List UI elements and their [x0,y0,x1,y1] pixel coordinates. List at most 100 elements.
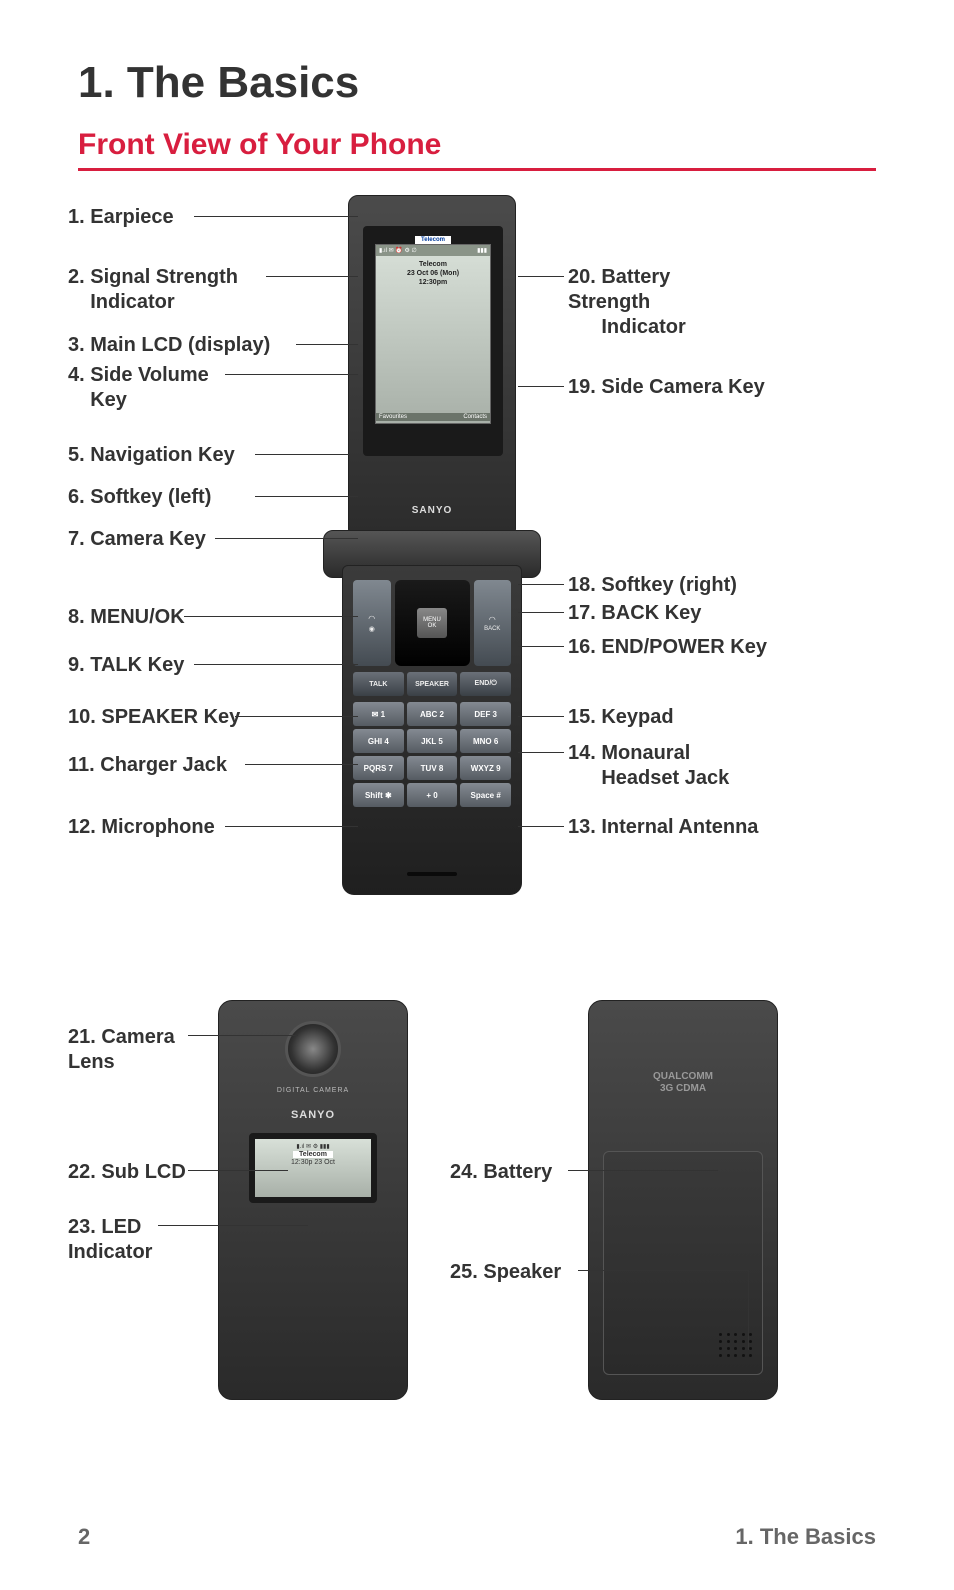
callout-9: 9. TALK Key [68,653,184,678]
callout-22: 22. Sub LCD [68,1160,186,1185]
softkey-left-label: Favourites [379,414,407,420]
key-5: MNO 6 [460,729,511,753]
leader-19 [518,386,564,387]
carrier-badge: Telecom [415,236,451,244]
phone-top-flip: Telecom ▮.ıl ✉ ⏰ ⚙ ∅ ▮▮▮ Telecom 23 Oct … [348,195,516,535]
leader-18 [518,584,564,585]
brand-logo: SANYO [349,505,515,516]
main-lcd: ▮.ıl ✉ ⏰ ⚙ ∅ ▮▮▮ Telecom 23 Oct 06 (Mon)… [375,244,491,424]
key-7: TUV 8 [407,756,458,780]
callout-24: 24. Battery [450,1160,552,1185]
screen-date: 23 Oct 06 (Mon) [376,269,490,278]
callout-14: 14. Monaural Headset Jack [568,741,748,791]
phone-bottom: ◠◉ MENUOK ◠BACK TALK SPEAKER END/⏻ ✉ 1AB… [342,565,522,895]
footer-section: 1. The Basics [735,1524,876,1550]
front-view-diagram: Telecom ▮.ıl ✉ ⏰ ⚙ ∅ ▮▮▮ Telecom 23 Oct … [78,185,876,965]
callout-15: 15. Keypad [568,705,674,730]
key-9: Shift ✱ [353,783,404,807]
leader-24 [568,1170,718,1171]
leader-25 [578,1270,748,1271]
end-key: END/⏻ [460,672,511,696]
softkey-right-label: Contacts [463,414,487,420]
talk-key: TALK [353,672,404,696]
callout-4: 4. Side Volume Key [68,363,248,413]
leader-17 [518,612,564,613]
status-right: ▮▮▮ [477,247,487,254]
leader-22 [188,1170,288,1171]
page-title: 1. The Basics [78,58,359,108]
leader-23 [158,1225,308,1226]
digital-camera-label: DIGITAL CAMERA [219,1087,407,1094]
callout-11: 11. Charger Jack [68,753,227,778]
footer-page-number: 2 [78,1524,90,1550]
leader-13 [518,826,564,827]
sub-time: 12:30p 23 Oct [255,1159,371,1166]
leader-8 [184,616,358,617]
carrier-name: Telecom [376,260,490,269]
back-key-label: BACK [484,626,500,632]
sub-status: ▮.ıl ✉ ⚙ ▮▮▮ [255,1143,371,1150]
callout-6: 6. Softkey (left) [68,485,211,510]
sub-carrier: Telecom [293,1151,333,1158]
callout-18: 18. Softkey (right) [568,573,737,598]
callout-13: 13. Internal Antenna [568,815,758,840]
leader-15 [518,716,564,717]
status-left: ▮.ıl ✉ ⏰ ⚙ ∅ [379,247,417,254]
speaker-holes [719,1333,755,1359]
callout-20: 20. Battery Strength Indicator [568,265,748,340]
leader-16 [518,646,564,647]
key-1: ABC 2 [407,702,458,726]
leader-11 [245,764,358,765]
leader-5 [255,454,358,455]
microphone-slot [407,872,457,876]
sub-lcd: ▮.ıl ✉ ⚙ ▮▮▮ Telecom 12:30p 23 Oct [249,1133,377,1203]
callout-19: 19. Side Camera Key [568,375,765,400]
speaker-key: SPEAKER [407,672,458,696]
leader-20 [518,276,564,277]
status-bar: ▮.ıl ✉ ⏰ ⚙ ∅ ▮▮▮ [376,245,490,256]
key-6: PQRS 7 [353,756,404,780]
key-2: DEF 3 [460,702,511,726]
leader-6 [255,496,358,497]
nav-pad: MENUOK [395,580,470,666]
callout-3: 3. Main LCD (display) [68,333,270,358]
leader-1 [194,216,358,217]
leader-3 [296,344,358,345]
leader-7 [215,538,358,539]
qualcomm-label: QUALCOMM 3G CDMA [589,1071,777,1095]
lower-diagrams: DIGITAL CAMERA SANYO ▮.ıl ✉ ⚙ ▮▮▮ Teleco… [78,1000,876,1480]
leader-14 [518,752,564,753]
key-11: Space # [460,783,511,807]
callout-21: 21. CameraLens [68,1025,248,1075]
leader-9 [194,664,358,665]
leader-2 [266,276,358,277]
phone-back: QUALCOMM 3G CDMA [588,1000,778,1400]
softkey-labels: Favourites Contacts [376,413,490,421]
callout-25: 25. Speaker [450,1260,561,1285]
leader-12 [225,826,358,827]
camera-lens [285,1021,341,1077]
key-10: + 0 [407,783,458,807]
callout-12: 12. Microphone [68,815,215,840]
phone-open: Telecom ▮.ıl ✉ ⏰ ⚙ ∅ ▮▮▮ Telecom 23 Oct … [323,195,541,915]
closed-brand: SANYO [219,1109,407,1121]
leader-4 [225,374,358,375]
screen-info: Telecom 23 Oct 06 (Mon) 12:30pm [376,260,490,287]
callout-5: 5. Navigation Key [68,443,235,468]
callout-2: 2. Signal Strength Indicator [68,265,248,315]
function-row: TALK SPEAKER END/⏻ [353,672,511,696]
key-8: WXYZ 9 [460,756,511,780]
key-3: GHI 4 [353,729,404,753]
screen-time: 12:30pm [376,278,490,287]
screen-frame: Telecom ▮.ıl ✉ ⏰ ⚙ ∅ ▮▮▮ Telecom 23 Oct … [363,226,503,456]
qualcomm-1: QUALCOMM [589,1071,777,1083]
leader-10 [235,716,358,717]
leader-25v [748,1270,749,1350]
key-0: ✉ 1 [353,702,404,726]
keypad: ✉ 1ABC 2DEF 3GHI 4JKL 5MNO 6PQRS 7TUV 8W… [353,702,511,807]
leader-21 [188,1035,298,1036]
menu-ok-key: MENUOK [417,608,447,638]
callout-17: 17. BACK Key [568,601,701,626]
qualcomm-2: 3G CDMA [589,1083,777,1095]
page-subtitle: Front View of Your Phone [78,128,876,171]
